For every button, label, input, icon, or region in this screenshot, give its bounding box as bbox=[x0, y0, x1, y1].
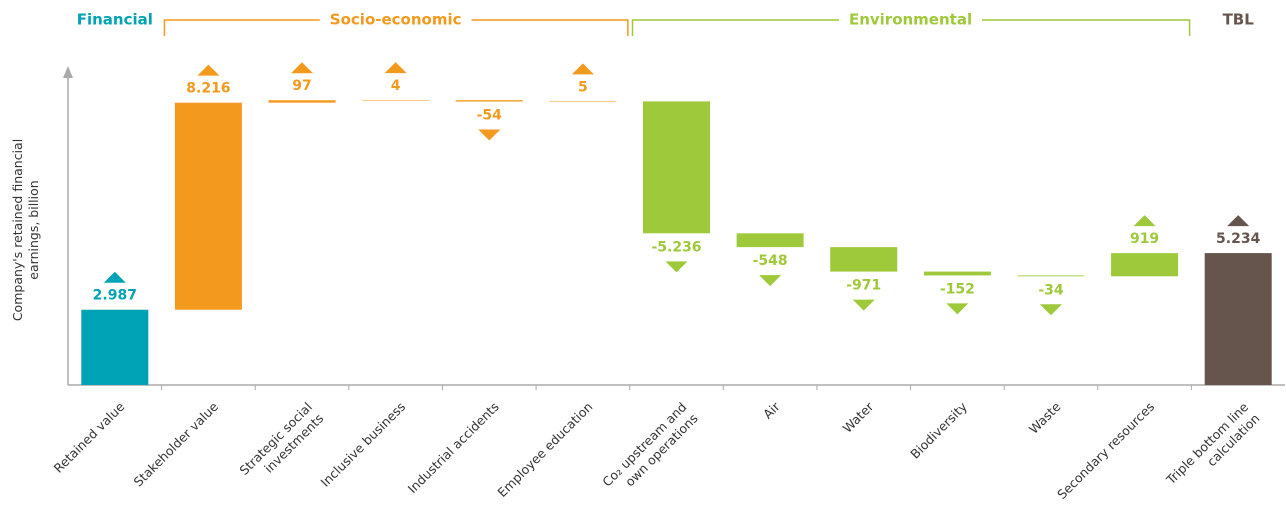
up-arrow bbox=[384, 62, 407, 74]
x-tick-label: Inclusive business bbox=[317, 399, 408, 490]
value-label: 8.216 bbox=[186, 81, 230, 97]
bar bbox=[736, 233, 804, 248]
y-axis-arrow bbox=[63, 66, 73, 78]
group-label: Socio-economic bbox=[330, 11, 462, 29]
x-tick-label: Waste bbox=[1026, 399, 1064, 437]
value-label: -548 bbox=[753, 253, 788, 269]
down-arrow bbox=[946, 303, 969, 315]
value-label: -152 bbox=[940, 281, 975, 297]
value-label: 919 bbox=[1130, 231, 1159, 247]
x-tick-label: Co₂ upstream andown operations bbox=[599, 399, 700, 500]
down-arrow bbox=[852, 299, 875, 311]
bar bbox=[1111, 253, 1179, 277]
value-label: 4 bbox=[391, 78, 401, 94]
up-arrow bbox=[103, 271, 126, 283]
value-label: -54 bbox=[477, 108, 503, 124]
bar bbox=[923, 271, 991, 276]
up-arrow bbox=[571, 63, 594, 75]
x-tick-label: Stakeholder value bbox=[131, 399, 222, 490]
x-tick-label: Triple bottom linecalculation bbox=[1162, 399, 1262, 499]
value-label: 5 bbox=[578, 79, 588, 95]
bar bbox=[268, 100, 336, 103]
group-label: TBL bbox=[1223, 11, 1255, 29]
down-arrow bbox=[478, 129, 501, 141]
bar bbox=[1204, 253, 1272, 385]
group-bracket bbox=[631, 19, 839, 36]
group-bracket bbox=[982, 19, 1191, 36]
down-arrow bbox=[759, 275, 782, 287]
bar bbox=[362, 100, 430, 101]
x-tick-label: Employee education bbox=[494, 399, 595, 500]
up-arrow bbox=[197, 64, 220, 76]
bar bbox=[455, 100, 523, 102]
up-arrow bbox=[291, 62, 314, 74]
group-label: Environmental bbox=[849, 11, 972, 29]
x-tick-label: Biodiversity bbox=[907, 399, 970, 462]
group-bracket bbox=[471, 19, 629, 36]
x-tick-label: Air bbox=[760, 398, 783, 421]
value-label: -971 bbox=[846, 278, 881, 294]
bar bbox=[174, 102, 242, 310]
value-label: 5.234 bbox=[1216, 231, 1261, 247]
y-axis-label: Company's retained financialearnings, bi… bbox=[10, 139, 41, 321]
bar bbox=[1017, 275, 1085, 277]
bar bbox=[830, 247, 898, 272]
bar bbox=[643, 101, 710, 234]
up-arrow bbox=[1133, 215, 1156, 227]
value-label: 2.987 bbox=[93, 288, 137, 304]
group-bracket bbox=[163, 19, 320, 36]
down-arrow bbox=[665, 261, 688, 273]
up-arrow bbox=[1227, 215, 1250, 227]
bar bbox=[549, 101, 617, 102]
x-tick-label: Secondary resources bbox=[1054, 399, 1157, 502]
x-tick-label: Water bbox=[840, 398, 877, 435]
x-tick-label: Industrial accidents bbox=[405, 399, 502, 496]
bar bbox=[81, 309, 149, 385]
value-label: -5.236 bbox=[651, 239, 701, 255]
value-label: 97 bbox=[292, 78, 311, 94]
down-arrow bbox=[1039, 304, 1062, 316]
value-label: -34 bbox=[1038, 282, 1064, 298]
x-tick-label: Strategic socialinvestments bbox=[236, 399, 326, 489]
x-tick-label: Retained value bbox=[51, 399, 128, 476]
group-label: Financial bbox=[77, 11, 153, 29]
